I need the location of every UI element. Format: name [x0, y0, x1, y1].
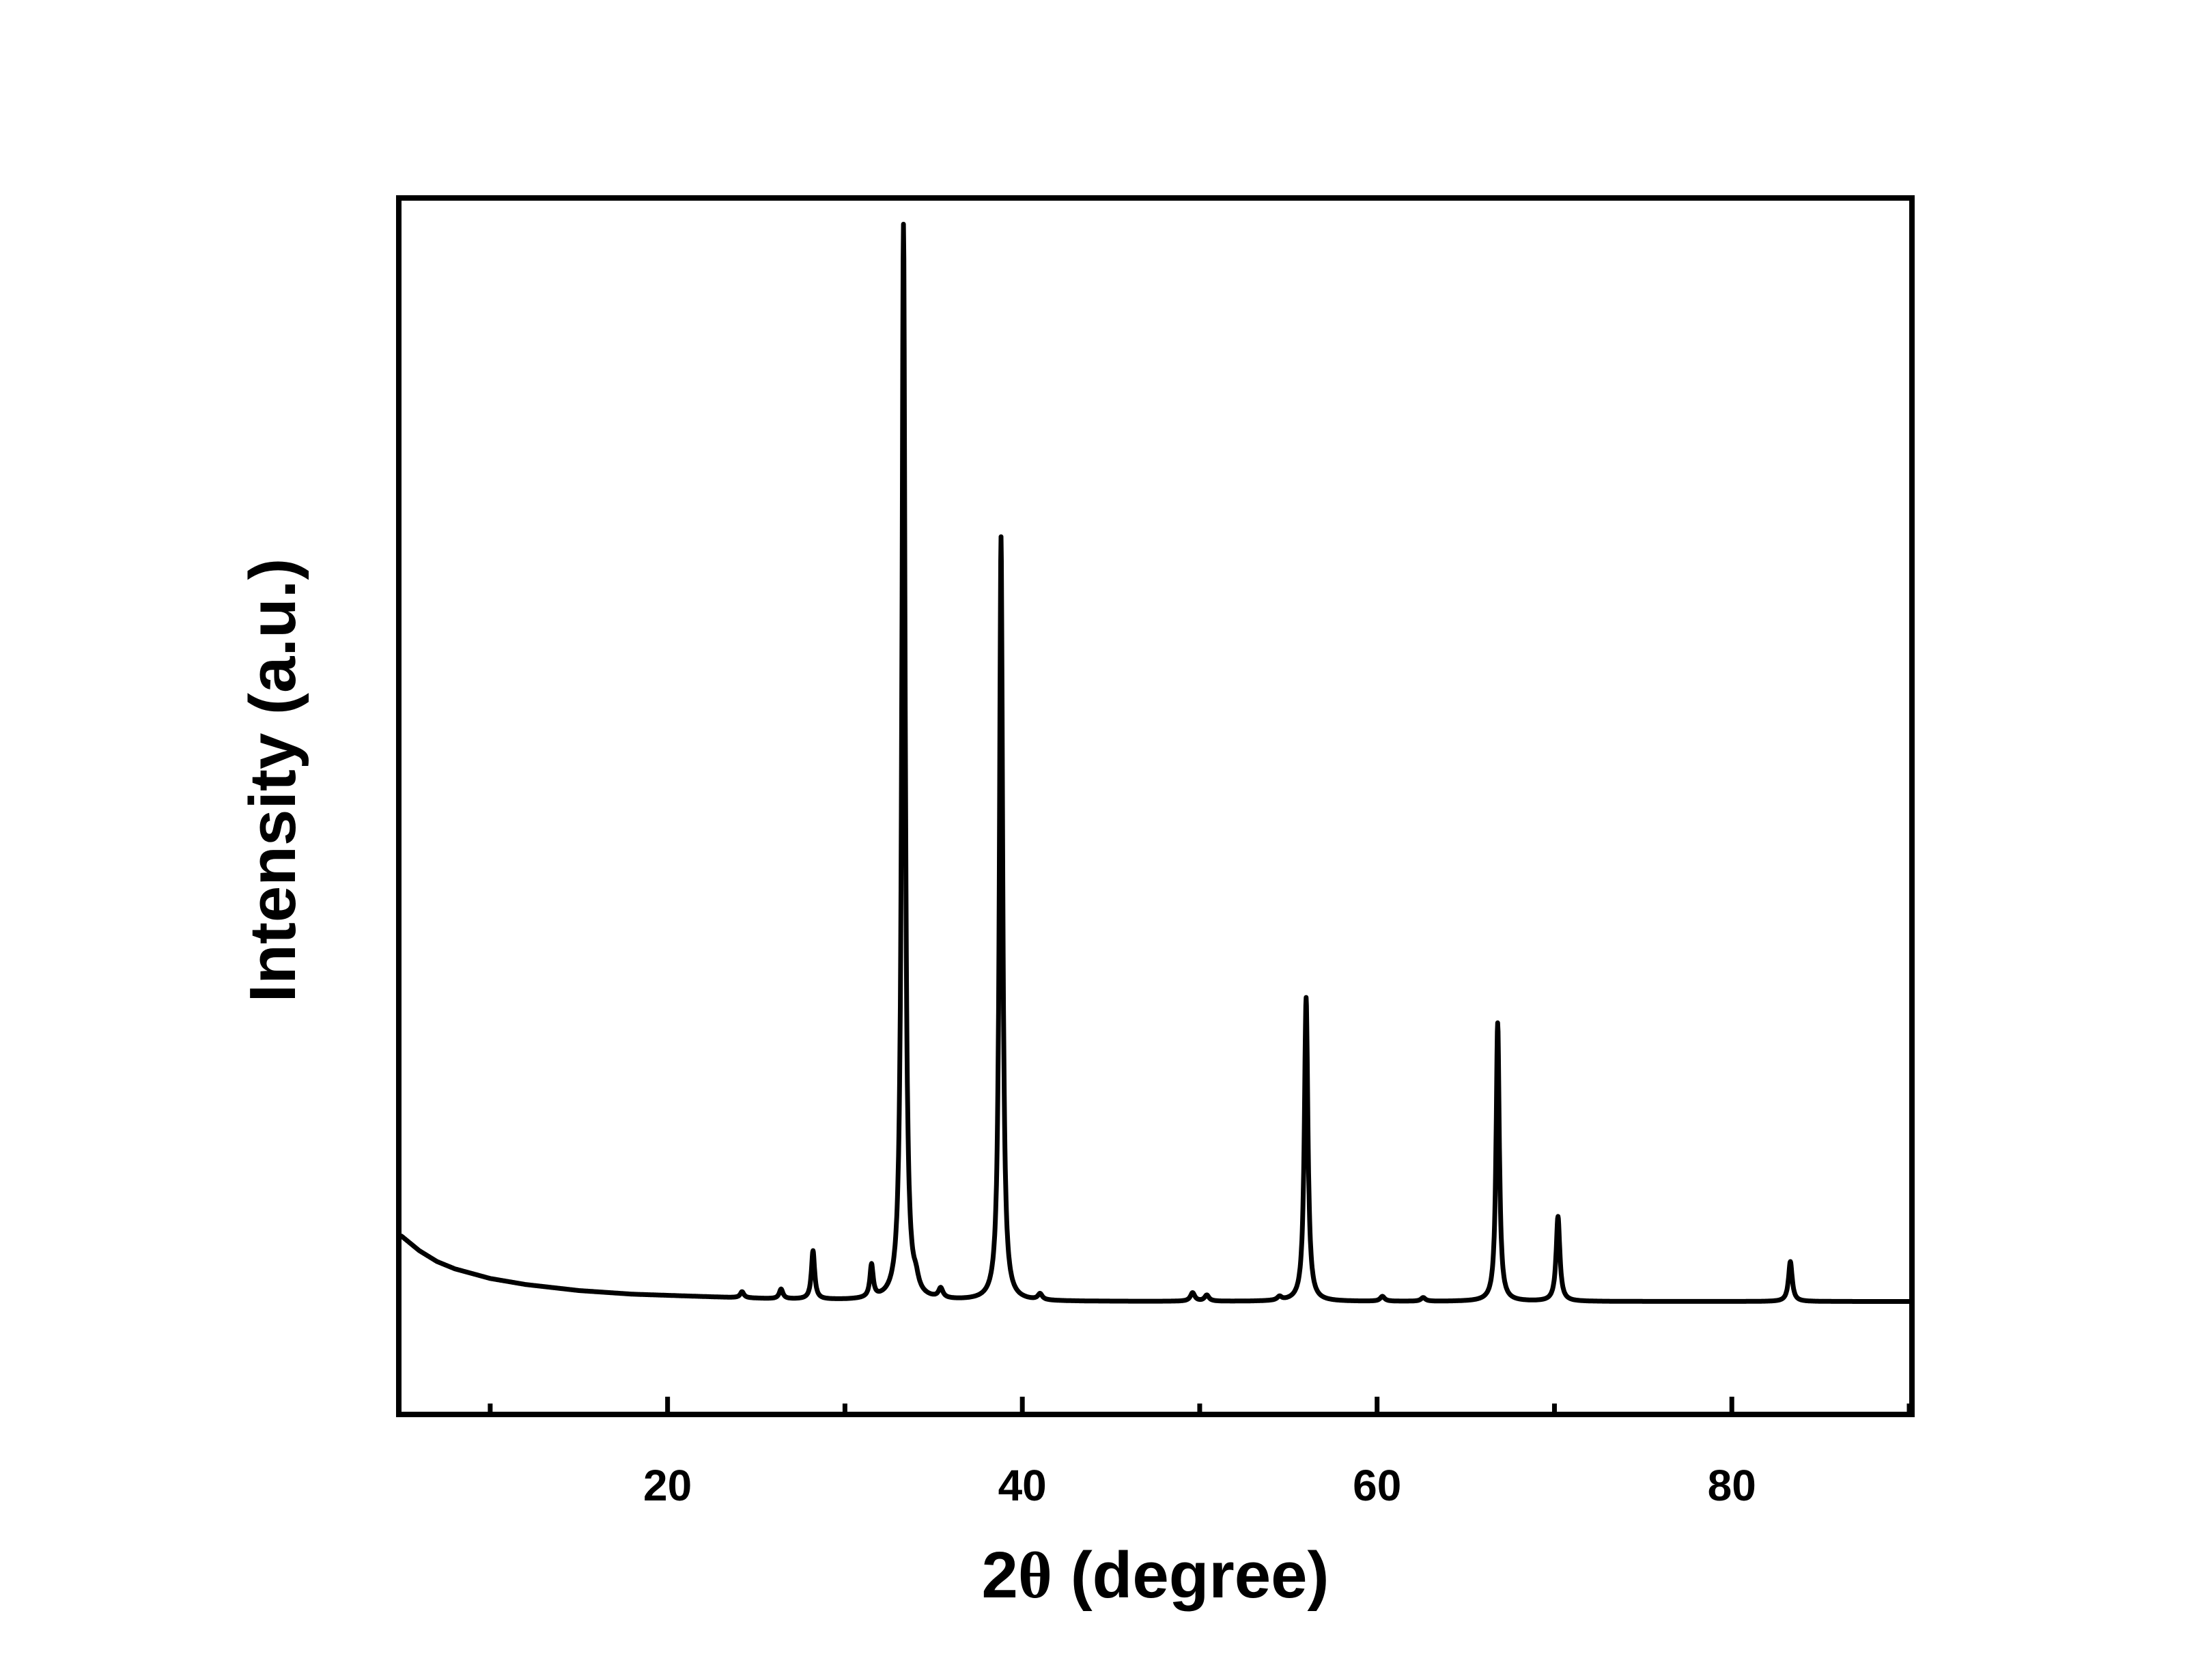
x-axis-title-suffix: (degree) — [1052, 1539, 1329, 1612]
x-tick-label: 80 — [1708, 1461, 1756, 1510]
x-axis-tick-labels: 20 40 60 80 — [643, 1461, 1756, 1510]
y-axis-title: Intensity (a.u.) — [236, 558, 309, 1003]
x-axis-title-prefix: 2 — [982, 1539, 1018, 1612]
plot-area-frame — [396, 195, 1915, 1417]
x-tick-label: 40 — [998, 1461, 1047, 1510]
x-axis-ticks — [488, 1397, 1912, 1412]
xrd-pattern-line — [399, 221, 1912, 1304]
x-axis-title: 2θ (degree) — [982, 1539, 1329, 1612]
x-tick-label: 60 — [1353, 1461, 1401, 1510]
theta-symbol: θ — [1018, 1539, 1052, 1612]
x-tick-label: 20 — [643, 1461, 692, 1510]
